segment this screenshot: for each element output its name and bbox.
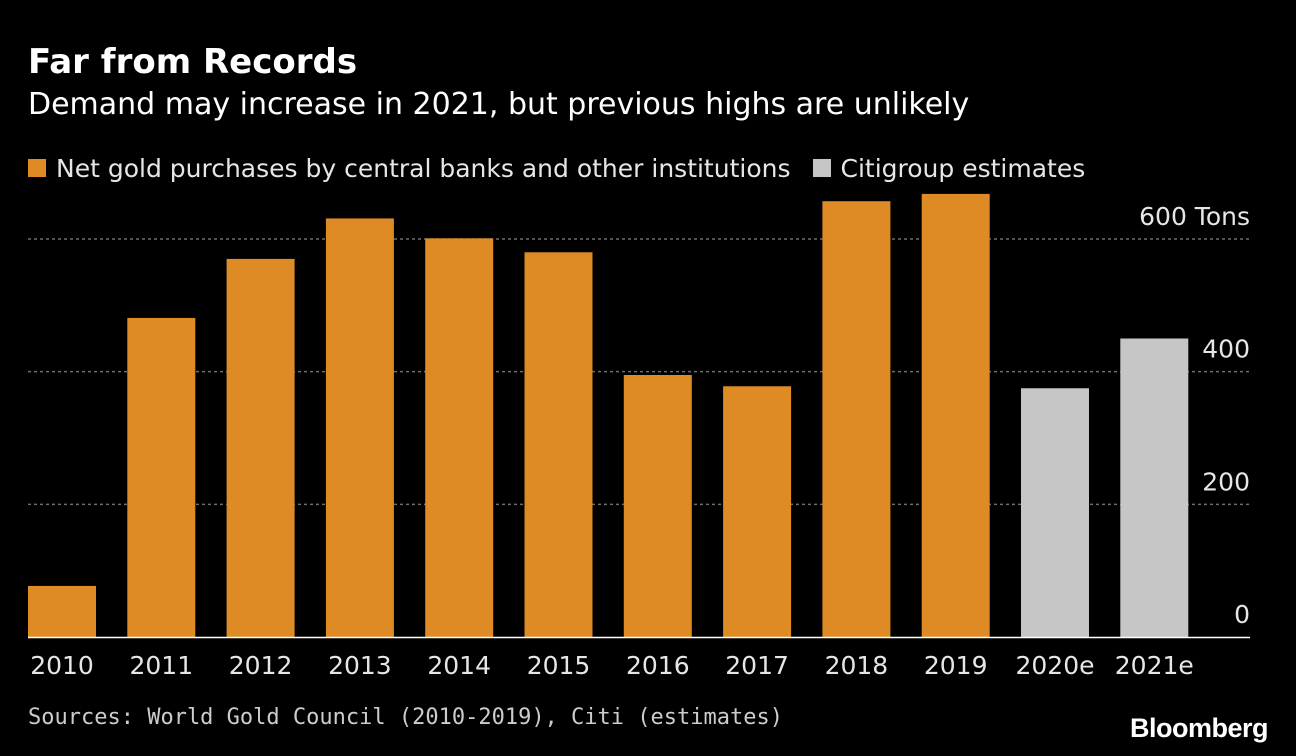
x-tick-label-2018: 2018 [825, 651, 889, 680]
bar-2019 [921, 193, 990, 638]
legend-item-estimate: Citigroup estimates [812, 153, 1086, 183]
bars [28, 193, 1189, 638]
bar-2021e [1120, 338, 1189, 637]
legend-swatch-estimate [812, 159, 831, 177]
bar-2010 [28, 585, 96, 637]
legend-label-actual: Net gold purchases by central banks and … [56, 153, 791, 183]
legend-item-actual: Net gold purchases by central banks and … [28, 154, 791, 183]
bloomberg-logo: Bloomberg [1129, 713, 1269, 743]
legend-label-estimate: Citigroup estimates [840, 153, 1086, 183]
x-tick-label-2021e: 2021e [1115, 651, 1194, 680]
chart-legend: Net gold purchases by central banks and … [28, 148, 1107, 188]
x-tick-label-2013: 2013 [328, 651, 392, 680]
bar-2020e [1021, 388, 1089, 637]
chart-title: Far from Records [28, 42, 358, 82]
x-tick-label-2015: 2015 [527, 651, 591, 680]
bar-2016 [623, 374, 692, 637]
y-tick-label-600: 600 Tons [1139, 202, 1250, 231]
y-tick-label-400: 400 [1202, 335, 1250, 364]
x-tick-label-2011: 2011 [129, 651, 193, 680]
bar-2014 [425, 238, 494, 637]
x-tick-label-2020e: 2020e [1015, 651, 1094, 680]
x-tick-label-2010: 2010 [30, 651, 94, 680]
bar-2012 [226, 258, 295, 637]
chart-subtitle: Demand may increase in 2021, but previou… [28, 87, 970, 122]
bar-2018 [822, 201, 891, 637]
tick-labels: 0 200 400 600 Tons 2010 2011 2012 2013 2014 2015 2… [30, 202, 1250, 680]
legend-swatch-actual [28, 159, 46, 177]
bar-2013 [325, 218, 394, 638]
x-tick-label-2019: 2019 [924, 651, 988, 680]
x-tick-label-2016: 2016 [626, 651, 690, 680]
bar-2015 [524, 252, 593, 637]
bar-2011 [127, 317, 196, 637]
bar-2017 [723, 386, 792, 637]
source-note: Sources: World Gold Council (2010-2019),… [28, 705, 783, 730]
x-tick-label-2017: 2017 [725, 651, 789, 680]
y-tick-label-0: 0 [1234, 600, 1250, 629]
x-tick-label-2014: 2014 [427, 651, 491, 680]
x-tick-label-2012: 2012 [229, 651, 293, 680]
y-tick-label-200: 200 [1202, 467, 1250, 496]
